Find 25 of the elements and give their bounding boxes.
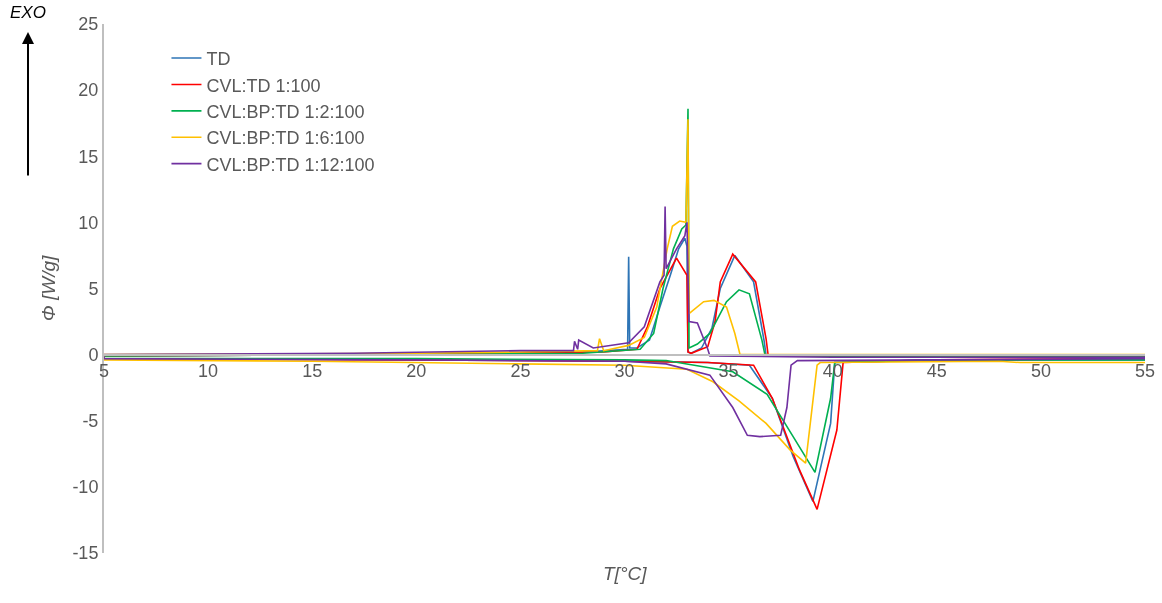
- legend-label: CVL:BP:TD 1:2:100: [206, 101, 365, 122]
- x-tick-label: 15: [302, 361, 323, 382]
- y-axis-title: Φ [W/g]: [37, 255, 59, 322]
- legend-label: CVL:BP:TD 1:6:100: [206, 128, 365, 149]
- x-tick-label: 25: [510, 361, 531, 382]
- legend-label: CVL:TD 1:100: [206, 75, 321, 96]
- y-tick-label: 0: [88, 344, 99, 365]
- y-tick-label: 25: [78, 14, 99, 35]
- x-tick-label: 10: [198, 361, 219, 382]
- text: EXO: [10, 3, 46, 22]
- y-tick-label: 15: [78, 146, 99, 167]
- x-tick-label: 45: [926, 361, 947, 382]
- y-tick-label: -5: [82, 411, 99, 432]
- legend-label: CVL:BP:TD 1:12:100: [206, 154, 375, 175]
- x-tick-label: 55: [1134, 361, 1156, 382]
- y-tick-label: -10: [72, 477, 99, 498]
- x-tick-label: 30: [614, 361, 635, 382]
- y-tick-label: 20: [78, 80, 99, 101]
- x-axis-title: T[°C]: [603, 563, 648, 584]
- y-tick-label: 5: [88, 278, 99, 299]
- y-tick-label: -15: [72, 543, 99, 564]
- x-tick-label: 50: [1030, 361, 1051, 382]
- legend-label: TD: [206, 49, 231, 70]
- y-tick-label: 10: [78, 212, 99, 233]
- x-tick-label: 20: [406, 361, 427, 382]
